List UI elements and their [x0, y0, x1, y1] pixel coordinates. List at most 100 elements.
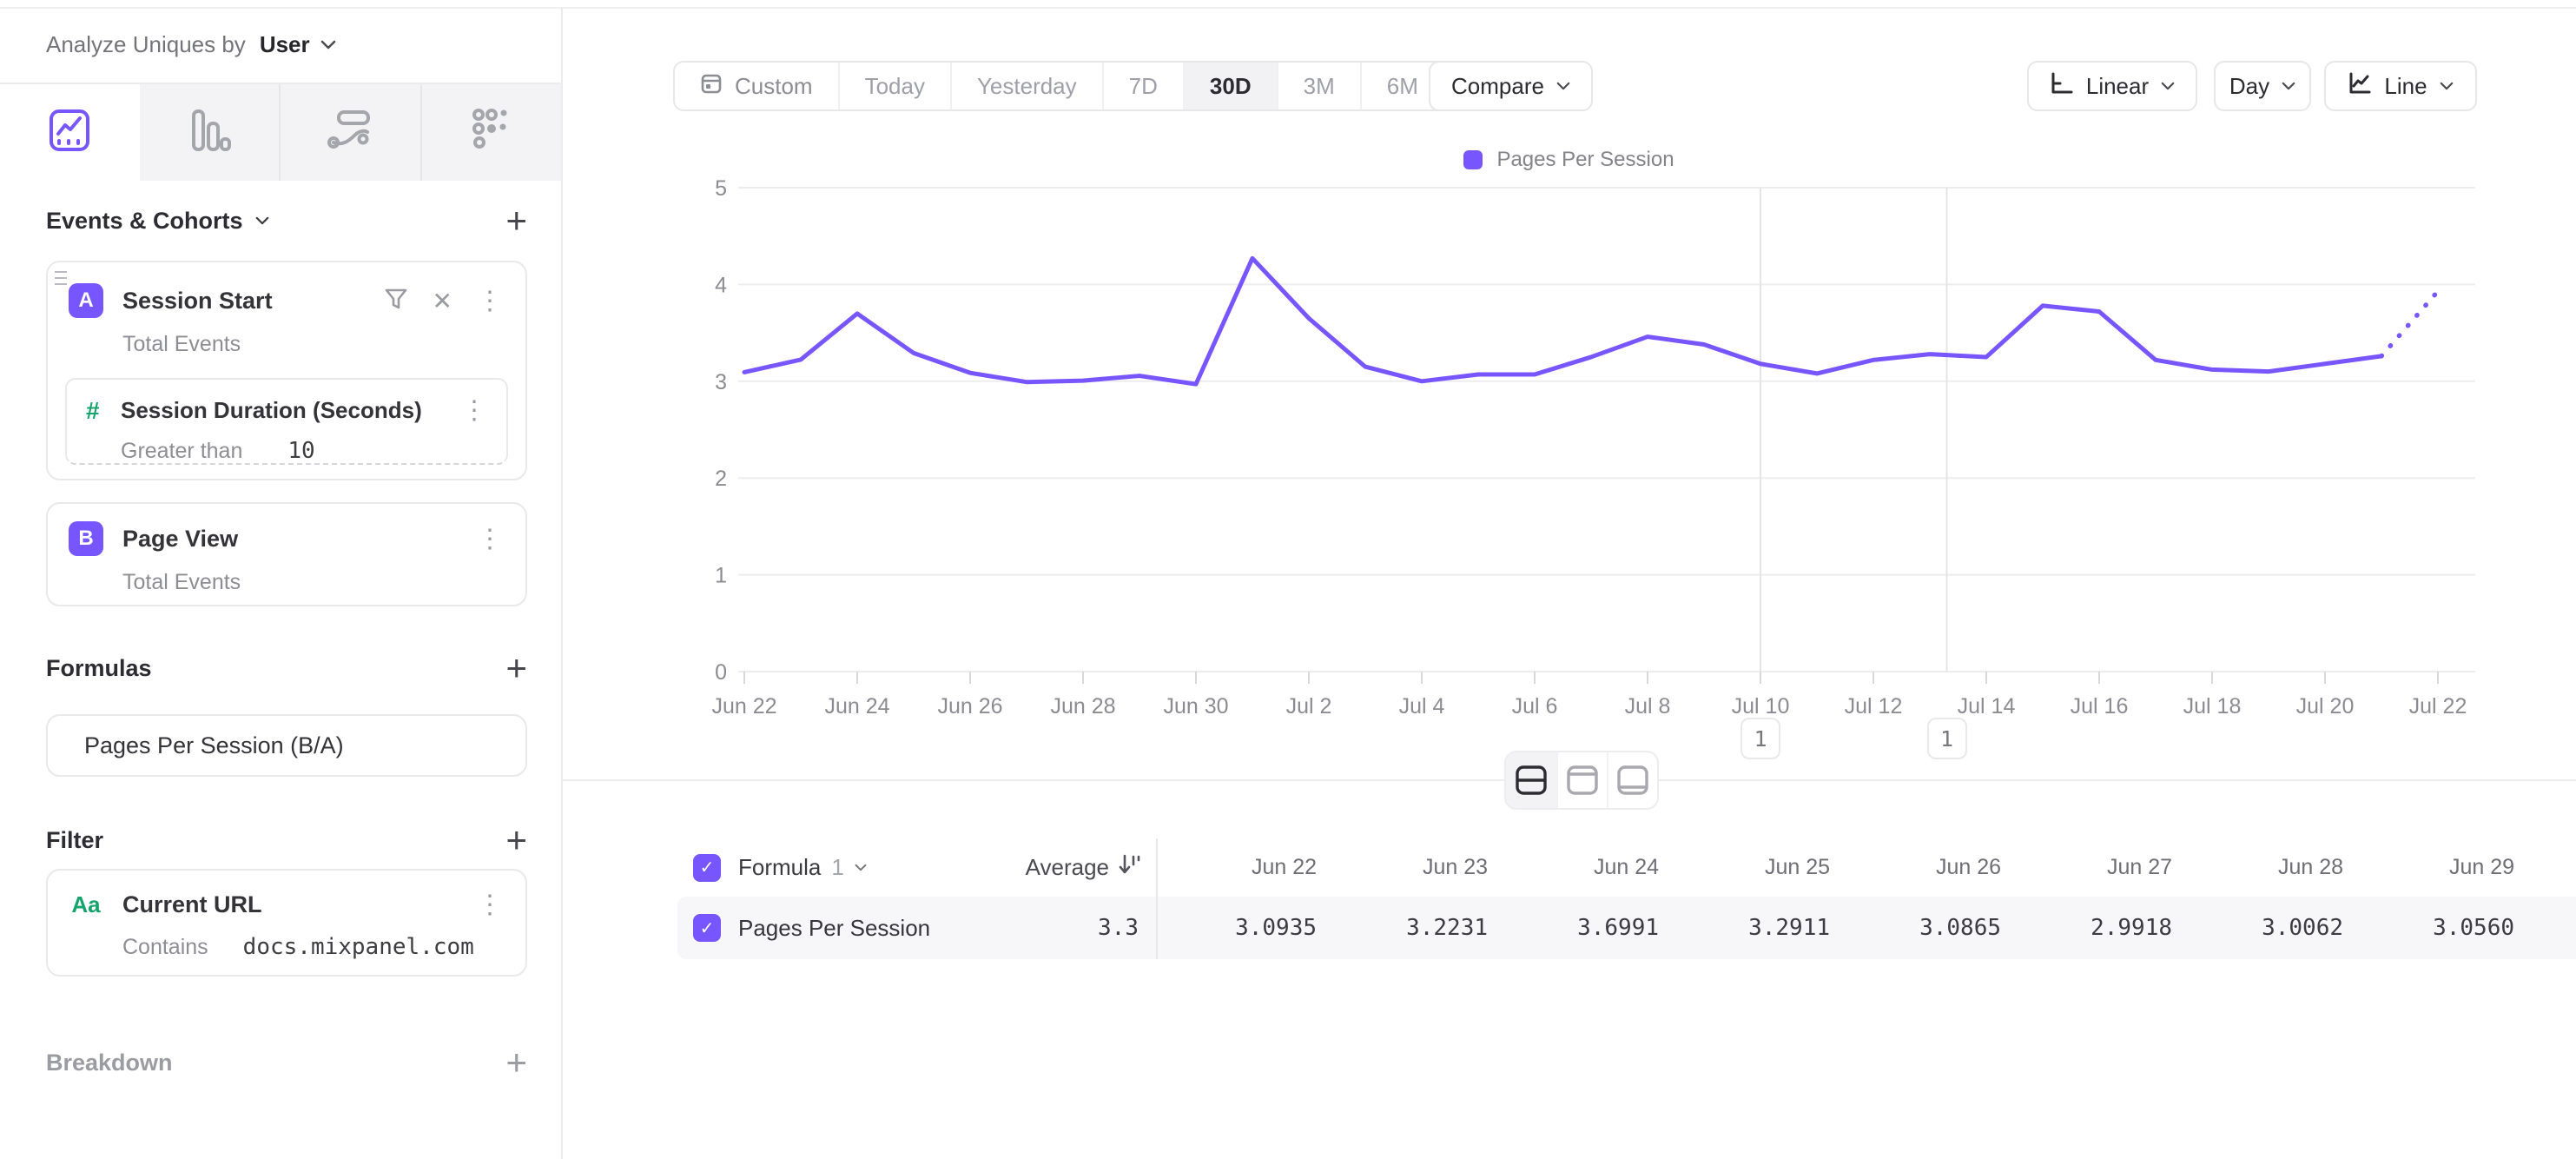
- axis-tick-label: Jul 8: [1625, 694, 1671, 719]
- analyze-label: Analyze Uniques by: [46, 31, 246, 57]
- layout-chart-only-button[interactable]: [1556, 752, 1607, 808]
- formula-expression[interactable]: Pages Per Session (B/A): [84, 732, 344, 758]
- add-formula-button[interactable]: +: [505, 647, 527, 688]
- range-custom[interactable]: Custom: [675, 63, 838, 109]
- chevron-down-icon: [2440, 82, 2454, 90]
- row-checkbox[interactable]: ✓: [693, 914, 721, 942]
- table-header-row: ✓ Formula 1 Average: [677, 838, 2576, 897]
- range-today[interactable]: Today: [837, 63, 950, 109]
- axis-tick-label: 4: [715, 273, 727, 297]
- property-value[interactable]: 10: [287, 438, 315, 464]
- property-filter-card[interactable]: # Session Duration (Seconds) ⋮ Greater t…: [65, 378, 508, 465]
- axis-tick-label: Jun 26: [937, 694, 1002, 719]
- annotation-badge[interactable]: 1: [1740, 718, 1780, 759]
- axis-tick-label: Jul 12: [1845, 694, 1903, 719]
- string-property-icon: Aa: [71, 891, 101, 917]
- table-date-column[interactable]: Jun 23: [1422, 855, 1488, 879]
- property-name[interactable]: Session Duration (Seconds): [121, 397, 422, 423]
- event-card-page-view[interactable]: B Page View ⋮ Total Events: [46, 502, 527, 606]
- analyze-by-dropdown[interactable]: User: [260, 31, 336, 58]
- events-section-title: Events & Cohorts: [46, 207, 243, 234]
- dots-grid-icon: [469, 108, 514, 157]
- average-column-sort[interactable]: Average: [1026, 853, 1156, 882]
- series-line[interactable]: [742, 255, 2384, 387]
- tab-retention[interactable]: [419, 84, 562, 181]
- line-chart-icon: [47, 108, 92, 157]
- formula-card[interactable]: Pages Per Session (B/A): [46, 714, 527, 777]
- interval-label: Day: [2229, 72, 2270, 99]
- add-event-button[interactable]: +: [505, 200, 527, 241]
- filter-funnel-icon[interactable]: [384, 287, 408, 315]
- tab-bar-chart[interactable]: [140, 84, 280, 181]
- add-breakdown-button[interactable]: +: [505, 1042, 527, 1083]
- table-date-column[interactable]: Jun 26: [1935, 855, 2001, 879]
- layout-toggle-group: [1504, 751, 1659, 810]
- kebab-menu-icon[interactable]: ⋮: [477, 286, 503, 315]
- event-card-session-start[interactable]: A Session Start ✕ ⋮ Total Events # Sessi…: [46, 261, 527, 480]
- breakdown-section-title: Breakdown: [46, 1049, 173, 1076]
- filter-property-name[interactable]: Current URL: [122, 891, 262, 917]
- property-operator[interactable]: Greater than: [121, 438, 243, 463]
- chart-type-label: Line: [2384, 72, 2427, 99]
- chevron-down-icon: [855, 864, 867, 871]
- chart-type-dropdown[interactable]: Line: [2324, 61, 2477, 111]
- sidebar-divider: [561, 7, 563, 1159]
- series-line-projection: [2379, 288, 2441, 359]
- range-3m[interactable]: 3M: [1276, 63, 1360, 109]
- table-date-column[interactable]: Jun 25: [1764, 855, 1830, 879]
- axis-tick-label: Jul 14: [1958, 694, 2016, 719]
- event-aggregation[interactable]: Total Events: [122, 570, 241, 594]
- chevron-down-icon: [2282, 82, 2295, 90]
- kebab-menu-icon[interactable]: ⋮: [477, 891, 503, 919]
- row-series-name: Pages Per Session: [738, 914, 931, 941]
- table-date-column[interactable]: Jun 29: [2448, 855, 2514, 879]
- event-aggregation[interactable]: Total Events: [122, 332, 241, 356]
- chevron-down-icon[interactable]: [255, 216, 269, 225]
- tab-line-chart[interactable]: [0, 84, 140, 181]
- drag-handle-icon[interactable]: [55, 271, 67, 285]
- table-cell-value: 3.2911: [1748, 915, 1830, 941]
- table-date-column[interactable]: Jun 24: [1593, 855, 1659, 879]
- interval-dropdown[interactable]: Day: [2214, 61, 2311, 111]
- table-date-column[interactable]: Jun 28: [2277, 855, 2343, 879]
- scale-dropdown[interactable]: Linear: [2027, 61, 2197, 111]
- formula-column-dropdown[interactable]: Formula 1: [738, 854, 867, 881]
- filter-value[interactable]: docs.mixpanel.com: [242, 934, 474, 960]
- add-filter-button[interactable]: +: [505, 819, 527, 860]
- annotation-badge[interactable]: 1: [1926, 718, 1967, 759]
- formulas-section-title: Formulas: [46, 654, 152, 681]
- remove-event-icon[interactable]: ✕: [432, 287, 452, 315]
- axis-tick-label: Jun 28: [1050, 694, 1115, 719]
- tab-flows[interactable]: [279, 84, 420, 181]
- range-yesterday[interactable]: Yesterday: [949, 63, 1102, 109]
- range-7d[interactable]: 7D: [1101, 63, 1183, 109]
- scale-label: Linear: [2085, 72, 2150, 99]
- table-date-column[interactable]: Jun 22: [1251, 855, 1317, 879]
- table-row-pages-per-session[interactable]: ✓ Pages Per Session 3.3 3.0935 3.2231 3.69…: [677, 897, 2576, 959]
- compare-label: Compare: [1451, 72, 1544, 99]
- kebab-menu-icon[interactable]: ⋮: [461, 396, 487, 425]
- compare-button[interactable]: Compare: [1429, 61, 1593, 111]
- formula-column-label: Formula: [738, 854, 822, 880]
- filter-section-title: Filter: [46, 826, 104, 853]
- range-6m[interactable]: 6M: [1359, 63, 1443, 109]
- chevron-down-icon: [1556, 82, 1570, 90]
- filter-card-current-url[interactable]: Aa Current URL ⋮ Contains docs.mixpanel.…: [46, 869, 527, 977]
- range-label: Today: [864, 72, 925, 99]
- table-cell-value: 3.6991: [1577, 915, 1659, 941]
- layout-split-view-button[interactable]: [1506, 752, 1556, 808]
- table-frozen-divider: [1156, 838, 1158, 959]
- event-name[interactable]: Session Start: [122, 287, 273, 314]
- layout-table-only-button[interactable]: [1607, 752, 1657, 808]
- legend-swatch[interactable]: [1463, 150, 1483, 169]
- axis-tick-label: Jul 16: [2071, 694, 2129, 719]
- chevron-down-icon: [2161, 82, 2175, 90]
- select-all-checkbox[interactable]: ✓: [693, 853, 721, 882]
- table-date-column[interactable]: Jun 27: [2106, 855, 2172, 879]
- kebab-menu-icon[interactable]: ⋮: [477, 524, 503, 553]
- event-name[interactable]: Page View: [122, 525, 239, 552]
- filter-operator[interactable]: Contains: [122, 934, 208, 959]
- range-30d[interactable]: 30D: [1182, 63, 1277, 109]
- pages-per-session-line-chart[interactable]: 0 1 2 3 4 5 Jun 22 Jun 24 Jun 26 Jun 28 Jun 30 Jul …: [562, 122, 2576, 782]
